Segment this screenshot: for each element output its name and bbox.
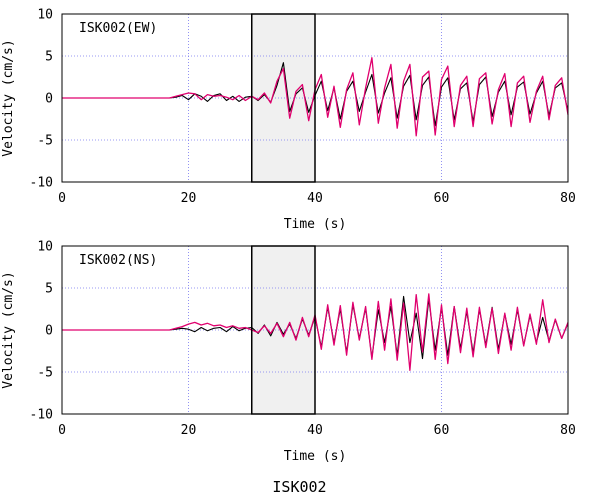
chart-ew: 0 20 40 60 80 10 5 0 -5 -10 Time (s) Velocity (cm/s…	[1, 8, 576, 233]
x-tick-label: 20	[181, 423, 197, 438]
series-line-1	[62, 293, 569, 371]
figure-caption: ISK002	[272, 478, 327, 496]
y-tick-label: 5	[45, 50, 53, 65]
x-tick-label: 0	[58, 191, 66, 206]
y-tick-label: 0	[45, 92, 53, 107]
y-tick-label: 5	[45, 282, 53, 297]
y-axis-label: Velocity (cm/s)	[1, 39, 16, 156]
x-axis-label: Time (s)	[284, 449, 347, 464]
y-tick-label: 0	[45, 324, 53, 339]
x-tick-label: 0	[58, 423, 66, 438]
y-tick-label: 10	[37, 8, 53, 23]
x-tick-label: 20	[181, 191, 197, 206]
x-axis-label: Time (s)	[284, 217, 347, 232]
x-tick-label: 60	[434, 191, 450, 206]
station-title: ISK002(NS)	[79, 253, 157, 268]
y-tick-label: 10	[37, 240, 53, 255]
plot-frame	[61, 13, 569, 183]
station-title: ISK002(EW)	[79, 21, 157, 36]
series-line-0	[62, 62, 569, 127]
y-tick-label: -5	[37, 366, 53, 381]
y-tick-label: -10	[30, 176, 53, 191]
x-tick-label: 40	[307, 191, 323, 206]
chart-ns: 0 20 40 60 80 10 5 0 -5 -10 Time (s) Velocity (cm/s…	[1, 240, 576, 465]
x-tick-label: 80	[560, 191, 576, 206]
plot-frame	[61, 245, 569, 415]
x-tick-label: 40	[307, 423, 323, 438]
y-tick-label: -5	[37, 134, 53, 149]
y-axis-label: Velocity (cm/s)	[1, 271, 16, 388]
series-line-1	[62, 57, 569, 137]
x-tick-label: 80	[560, 423, 576, 438]
x-tick-label: 60	[434, 423, 450, 438]
highlight-window	[251, 246, 315, 414]
y-tick-label: -10	[30, 408, 53, 423]
